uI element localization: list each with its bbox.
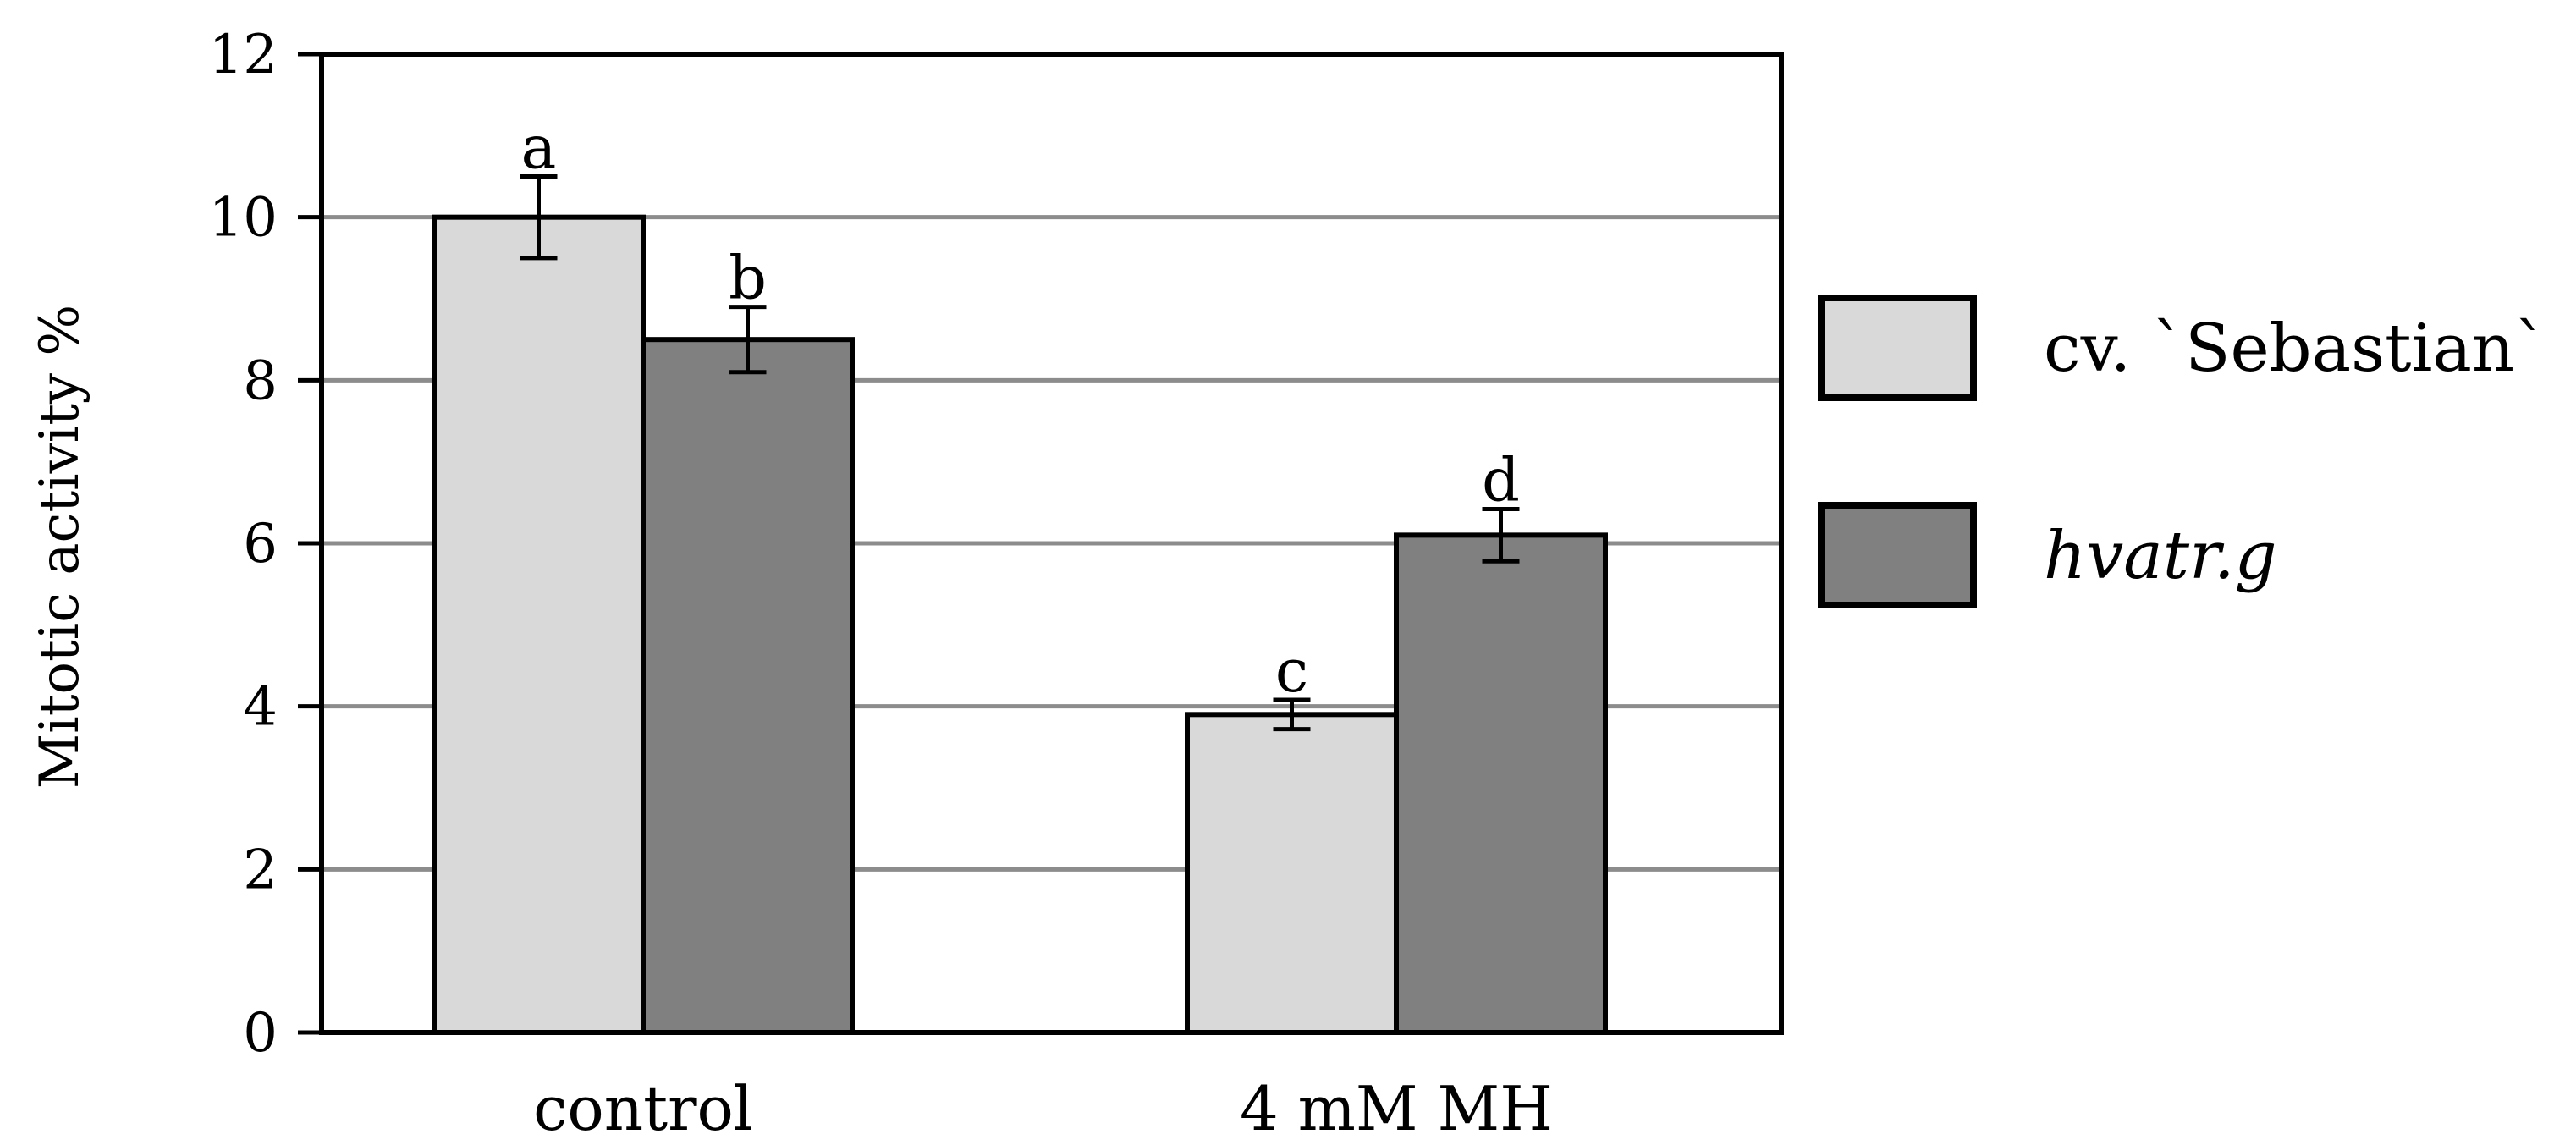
y-tick-label: 12 bbox=[209, 24, 278, 86]
legend-swatch bbox=[1818, 502, 1977, 608]
x-axis-category-labels: control 4 mM MH bbox=[533, 1073, 1553, 1144]
significance-label: b bbox=[729, 244, 767, 313]
error-bars bbox=[520, 174, 1520, 732]
bar bbox=[1394, 532, 1608, 1035]
legend: cv. `Sebastian` hvatr.g bbox=[1818, 295, 2547, 608]
bar bbox=[641, 337, 855, 1035]
bar bbox=[1185, 712, 1399, 1035]
y-tick-label: 2 bbox=[243, 839, 278, 901]
bars bbox=[432, 214, 1608, 1035]
y-tick-label: 8 bbox=[243, 350, 278, 412]
y-tick-label: 0 bbox=[243, 1002, 278, 1065]
y-tick-label: 10 bbox=[209, 187, 278, 250]
plot-frame bbox=[319, 52, 1784, 1035]
y-axis-ticks: 0 2 4 6 8 10 12 bbox=[209, 24, 322, 1065]
significance-label: d bbox=[1482, 446, 1520, 515]
significance-label: c bbox=[1275, 636, 1308, 706]
y-axis-label: Mitotic activity % bbox=[29, 305, 91, 789]
legend-label: cv. `Sebastian` bbox=[2044, 311, 2547, 387]
y-tick-label: 6 bbox=[243, 513, 278, 575]
significance-label: a bbox=[521, 113, 557, 183]
y-tick-label: 4 bbox=[243, 676, 278, 739]
x-category-label: 4 mM MH bbox=[1240, 1073, 1553, 1144]
x-category-label: control bbox=[533, 1073, 753, 1144]
legend-swatch bbox=[1818, 295, 1977, 401]
bar bbox=[432, 214, 646, 1035]
legend-label: hvatr.g bbox=[2044, 518, 2277, 594]
significance-letters: a b c d bbox=[521, 113, 1520, 706]
